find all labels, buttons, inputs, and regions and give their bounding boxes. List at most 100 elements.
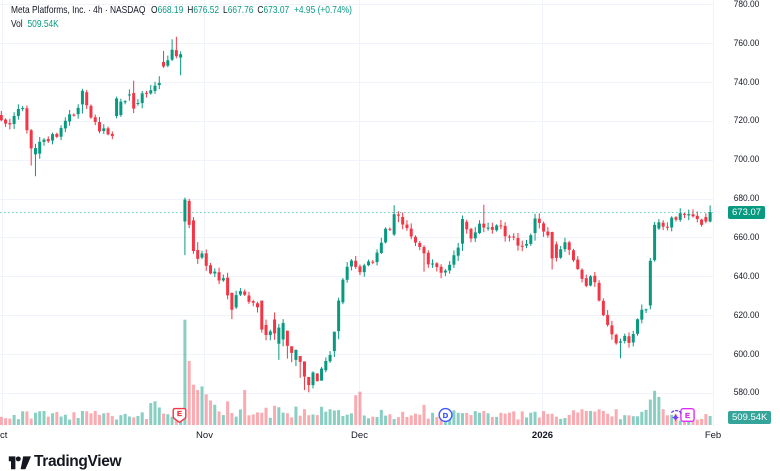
candle-body xyxy=(123,101,127,103)
candle-body xyxy=(238,291,242,295)
volume-bar xyxy=(277,407,281,425)
legend-volume-row[interactable]: Vol 509.54K xyxy=(11,18,352,32)
volume-bar xyxy=(606,413,610,425)
candle-body xyxy=(93,117,97,123)
volume-bar xyxy=(704,414,708,425)
volume-bar xyxy=(448,418,452,425)
volume-bar xyxy=(328,409,332,425)
candle-body xyxy=(533,218,537,233)
volume-bar xyxy=(149,403,153,425)
volume-bar xyxy=(486,413,490,425)
candle-body xyxy=(695,215,699,220)
candle-body xyxy=(661,222,665,227)
legend-symbol-row[interactable]: Meta Platforms, Inc. · 4h · NASDAQ O668.… xyxy=(11,4,352,18)
volume-bar xyxy=(183,319,187,425)
candle-body xyxy=(460,219,464,244)
volume-bar xyxy=(63,414,67,425)
candle-body xyxy=(593,275,597,283)
candle-body xyxy=(345,266,349,280)
logo-text: TradingView xyxy=(34,453,122,470)
candle-body xyxy=(571,250,575,261)
volume-bar xyxy=(708,416,712,425)
candle-body xyxy=(349,260,353,267)
volume-bar xyxy=(657,396,661,425)
candle-body xyxy=(674,217,678,220)
volume-bar xyxy=(187,360,191,425)
tradingview-logo-icon[interactable] xyxy=(8,456,31,470)
tradingview-logo[interactable]: TradingView xyxy=(10,453,122,471)
volume-bar xyxy=(678,420,682,425)
event-badge-earnings-past[interactable]: E xyxy=(172,407,187,423)
volume-bar xyxy=(550,413,554,425)
volume-bar xyxy=(456,412,460,425)
last-price-label: 673.07 xyxy=(728,206,766,219)
ohlc-value: 673.07 xyxy=(263,4,290,16)
volume-bar xyxy=(597,409,601,425)
volume-bar xyxy=(68,419,72,425)
volume-bar xyxy=(392,419,396,425)
ohlc-value: 668.19 xyxy=(157,4,184,16)
candle-body xyxy=(542,223,546,232)
volume-bar xyxy=(460,413,464,425)
volume-bar xyxy=(256,412,259,425)
candle-body xyxy=(51,134,55,141)
candle-body xyxy=(85,92,89,106)
volume-bar xyxy=(371,416,375,425)
volume-bar xyxy=(21,411,25,425)
candle-body xyxy=(213,271,217,274)
event-badge-earnings-upcoming[interactable]: E xyxy=(671,408,695,423)
volume-bar xyxy=(140,412,144,425)
volume-bar xyxy=(546,413,550,425)
candle-body xyxy=(618,341,622,343)
candle-body xyxy=(110,133,114,136)
volume-bar xyxy=(473,411,477,425)
candle-body xyxy=(644,309,648,311)
volume-bar xyxy=(234,416,238,425)
candle-body xyxy=(80,90,84,105)
candle-body xyxy=(72,114,76,116)
price-change: +4.95 (+0.74%) xyxy=(294,4,352,16)
volume-bar xyxy=(465,412,469,425)
volume-pane xyxy=(0,319,712,425)
volume-bar xyxy=(520,411,524,425)
candle-body xyxy=(140,93,144,104)
volume-bar xyxy=(554,416,558,425)
candle-body xyxy=(653,224,657,261)
candle-body xyxy=(546,231,550,236)
volume-bar xyxy=(469,415,473,425)
volume-bar xyxy=(38,411,42,425)
volume-bar xyxy=(571,410,575,425)
candle-body xyxy=(375,252,379,263)
candle-body xyxy=(601,300,605,316)
candle-body xyxy=(290,346,294,353)
price-tick-label: 780.00 xyxy=(733,0,760,10)
candle-body xyxy=(136,103,140,105)
candle-body xyxy=(285,330,289,346)
time-tick-label-2026: 2026 xyxy=(531,430,554,441)
volume-bar xyxy=(627,415,631,425)
volume-bar xyxy=(405,417,409,425)
candle-body xyxy=(127,94,131,96)
volume-bar xyxy=(217,411,221,425)
volume-bar xyxy=(51,413,55,425)
candle-body xyxy=(221,278,225,281)
volume-bar xyxy=(593,411,597,425)
price-tick-label: 740.00 xyxy=(733,76,760,88)
candle-body xyxy=(29,130,33,149)
volume-bar xyxy=(503,413,507,425)
volume-bar xyxy=(72,412,76,425)
symbol-title[interactable]: Meta Platforms, Inc. · 4h · NASDAQ xyxy=(11,4,146,16)
candle-body xyxy=(665,226,669,228)
candle-body xyxy=(307,376,311,386)
ohlc-L: L667.76 xyxy=(223,4,253,16)
event-badge-dividend[interactable]: D xyxy=(438,407,453,423)
candle-body xyxy=(576,259,580,270)
volume-bar xyxy=(29,418,33,425)
candle-body xyxy=(503,225,507,237)
volume-bar xyxy=(341,415,345,425)
candle-body xyxy=(657,222,661,229)
volume-bar xyxy=(623,415,627,425)
volume-bar xyxy=(153,401,157,425)
volume-bar xyxy=(431,412,435,425)
